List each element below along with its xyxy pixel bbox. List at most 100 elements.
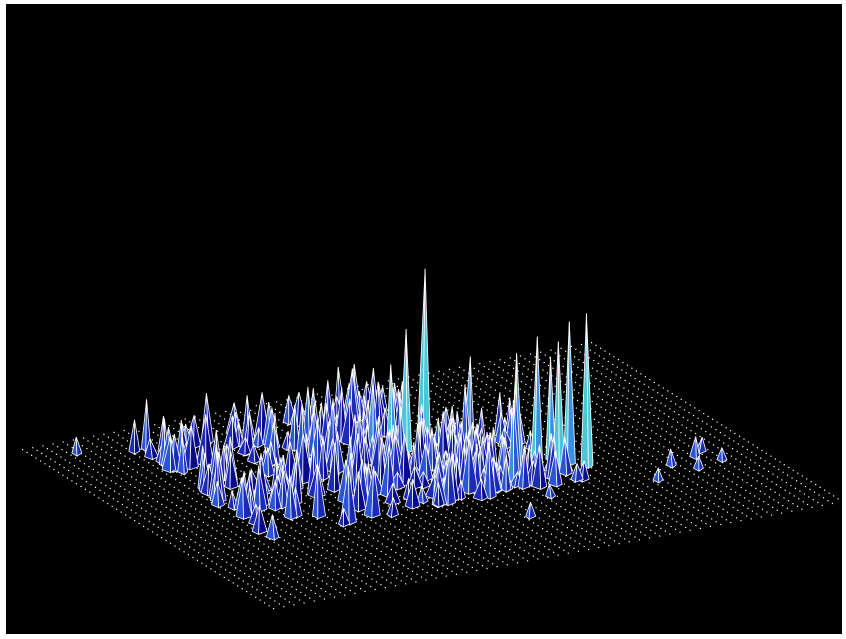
grid-point <box>819 486 821 488</box>
grid-point <box>760 457 762 459</box>
grid-point <box>539 509 542 512</box>
grid-point <box>443 557 445 559</box>
grid-point <box>326 550 328 552</box>
grid-point <box>387 380 389 382</box>
grid-point <box>213 545 215 547</box>
grid-point <box>569 478 571 480</box>
grid-point <box>528 552 530 554</box>
grid-point <box>237 518 239 521</box>
grid-point <box>621 428 623 430</box>
grid-point <box>623 446 626 448</box>
grid-point <box>518 521 520 523</box>
grid-point <box>664 530 666 532</box>
grid-point <box>78 467 80 470</box>
grid-point <box>294 596 296 598</box>
grid-point <box>580 535 582 537</box>
grid-point <box>587 523 589 525</box>
grid-point <box>60 456 62 458</box>
grid-point <box>721 483 723 485</box>
grid-point <box>356 577 358 579</box>
grid-point <box>552 526 554 528</box>
grid-point <box>785 482 787 484</box>
grid-point <box>525 509 527 511</box>
grid-point <box>152 464 154 467</box>
grid-point <box>457 374 459 376</box>
grid-point <box>620 435 622 438</box>
grid-point <box>378 566 380 568</box>
grid-point <box>430 515 432 517</box>
grid-point <box>554 510 556 513</box>
surface-facet <box>447 453 456 507</box>
grid-point <box>45 455 47 457</box>
grid-point <box>649 504 651 506</box>
grid-point <box>496 566 498 568</box>
grid-point <box>658 443 660 445</box>
grid-point <box>579 384 581 386</box>
grid-point <box>65 451 68 453</box>
grid-point <box>591 342 593 344</box>
grid-point <box>492 563 494 565</box>
grid-point <box>519 513 521 515</box>
grid-point <box>291 553 293 555</box>
grid-point <box>263 576 265 578</box>
grid-point <box>521 531 523 533</box>
grid-point <box>778 494 781 496</box>
grid-point <box>483 365 485 368</box>
grid-point <box>595 503 597 505</box>
grid-point <box>594 411 597 413</box>
grid-point <box>137 497 139 499</box>
grid-point <box>606 368 608 370</box>
grid-point <box>456 382 458 384</box>
grid-point <box>774 458 776 460</box>
grid-point <box>236 559 238 561</box>
grid-point <box>419 525 421 527</box>
grid-point <box>300 591 302 593</box>
grid-point <box>672 418 674 420</box>
grid-point <box>787 474 789 476</box>
grid-point <box>386 546 388 548</box>
grid-point <box>713 469 715 472</box>
grid-point <box>279 411 281 413</box>
grid-point <box>471 508 473 510</box>
grid-point <box>618 417 620 419</box>
grid-point <box>468 556 470 558</box>
grid-point <box>659 469 661 471</box>
grid-point <box>183 426 185 428</box>
grid-point <box>454 522 456 524</box>
grid-point <box>635 436 637 438</box>
grid-point <box>315 559 317 561</box>
grid-point <box>508 523 510 525</box>
grid-point <box>526 501 528 503</box>
grid-point <box>184 543 186 545</box>
grid-point <box>144 518 146 520</box>
grid-point <box>793 495 795 497</box>
grid-point <box>169 542 172 544</box>
grid-point <box>191 498 193 500</box>
grid-point <box>316 585 318 587</box>
grid-point <box>582 487 585 489</box>
grid-point <box>246 465 248 467</box>
grid-point <box>667 390 669 392</box>
grid-point <box>316 518 318 520</box>
grid-point <box>597 521 599 523</box>
grid-point <box>441 414 443 416</box>
grid-point <box>465 512 467 515</box>
grid-point <box>368 534 370 536</box>
grid-point <box>389 523 392 525</box>
grid-point <box>411 386 413 388</box>
grid-point <box>161 470 163 472</box>
grid-point <box>523 424 525 426</box>
grid-point <box>296 555 298 557</box>
grid-point <box>664 405 666 407</box>
grid-point <box>382 385 384 387</box>
grid-point <box>761 508 764 510</box>
grid-point <box>524 391 526 393</box>
grid-point <box>192 523 194 525</box>
grid-point <box>155 508 157 510</box>
grid-point <box>553 551 555 553</box>
grid-point <box>745 456 747 458</box>
grid-point <box>497 558 499 560</box>
grid-point <box>450 545 452 547</box>
grid-point <box>331 394 333 396</box>
grid-point <box>477 529 479 531</box>
